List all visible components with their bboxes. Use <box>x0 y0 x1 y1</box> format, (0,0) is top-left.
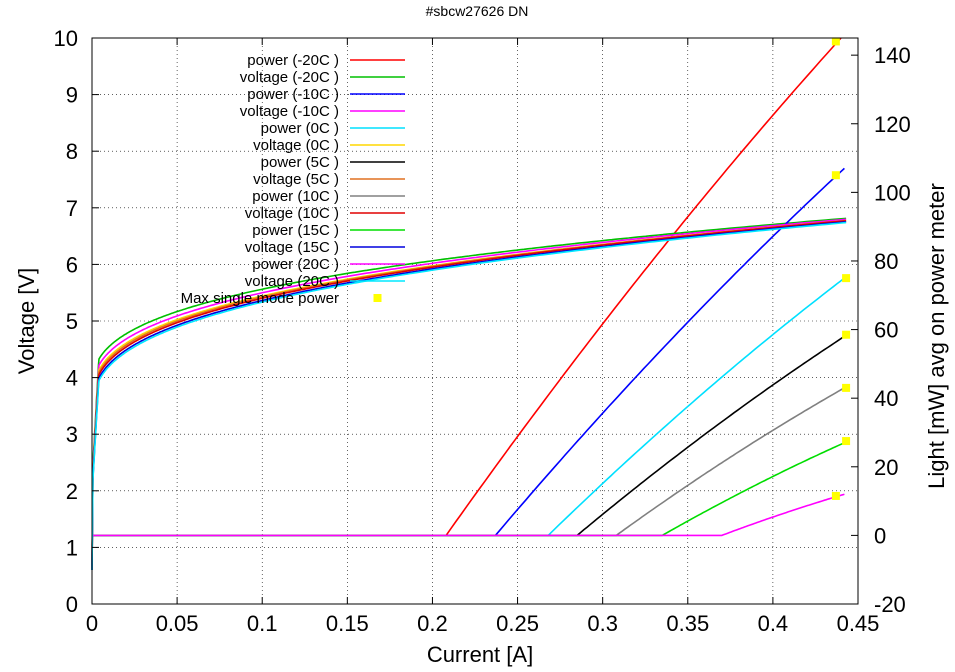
series-line-6 <box>92 335 845 537</box>
series-line-3 <box>91 218 847 571</box>
series-line-10 <box>92 442 845 537</box>
y-tick-label: 3 <box>66 422 78 447</box>
y2-tick-label: 0 <box>874 523 886 548</box>
y2-tick-label: 120 <box>874 112 911 137</box>
y2-tick-label: 80 <box>874 249 898 274</box>
y2-tick-label: -20 <box>874 592 906 617</box>
y2-tick-label: 60 <box>874 318 898 343</box>
max-power-marker <box>831 171 840 180</box>
legend-label: voltage (10C ) <box>245 205 339 222</box>
x-tick-label: 0.25 <box>496 611 539 636</box>
y-axis-label: Voltage [V] <box>14 268 39 374</box>
max-power-markers <box>831 37 851 500</box>
legend-label: voltage (-10C ) <box>240 103 339 120</box>
y-tick-label: 0 <box>66 592 78 617</box>
x-tick-label: 0.35 <box>666 611 709 636</box>
series-line-5 <box>91 219 847 571</box>
legend-label: power (-10C ) <box>247 86 339 103</box>
y2-tick-label: 140 <box>874 43 911 68</box>
legend-label: voltage (5C ) <box>253 171 339 188</box>
legend-label: power (-20C ) <box>247 52 339 69</box>
legend-label: voltage (20C ) <box>245 273 339 290</box>
series-line-12 <box>92 493 845 537</box>
x-tick-labels: 0 0.05 0.1 0.15 0.2 0.25 0.3 0.35 0.4 0.45 <box>86 611 880 636</box>
max-power-marker <box>842 330 851 339</box>
max-power-marker <box>831 37 840 46</box>
y2-tick-labels: -20 0 20 40 60 80 100 120 140 <box>874 43 911 617</box>
x-axis-label: Current [A] <box>427 642 533 667</box>
legend-label: power (20C ) <box>252 256 339 273</box>
series-line-0 <box>92 37 842 537</box>
plot-frame <box>91 37 859 605</box>
legend: power (-20C )voltage (-20C )power (-10C … <box>181 52 405 307</box>
y2-tick-label: 100 <box>874 180 911 205</box>
x-tick-label: 0 <box>86 611 98 636</box>
x-tick-label: 0.15 <box>326 611 369 636</box>
max-power-marker <box>842 274 851 283</box>
x-tick-label: 0.3 <box>587 611 618 636</box>
series-line-13 <box>91 221 847 571</box>
legend-label: voltage (-20C ) <box>240 69 339 86</box>
y-tick-label: 6 <box>66 252 78 277</box>
series-line-11 <box>91 221 847 571</box>
series-line-1 <box>91 217 847 571</box>
tick-marks <box>91 37 859 605</box>
legend-label: Max single mode power <box>181 290 339 307</box>
x-tick-label: 0.05 <box>156 611 199 636</box>
y-tick-label: 1 <box>66 535 78 560</box>
x-tick-label: 0.4 <box>758 611 789 636</box>
y-tick-label: 10 <box>54 26 78 51</box>
y-tick-label: 7 <box>66 196 78 221</box>
y-tick-labels: 0 1 2 3 4 5 6 7 8 9 10 <box>54 26 78 617</box>
y2-tick-label: 40 <box>874 386 898 411</box>
legend-label: power (0C ) <box>261 120 339 137</box>
y-tick-label: 2 <box>66 479 78 504</box>
grid-lines <box>92 38 858 604</box>
legend-label: power (5C ) <box>261 154 339 171</box>
series-layer <box>91 37 847 571</box>
legend-label: power (10C ) <box>252 188 339 205</box>
series-line-7 <box>91 219 847 571</box>
series-line-9 <box>91 220 847 571</box>
legend-swatch <box>373 294 382 302</box>
y-tick-label: 8 <box>66 139 78 164</box>
y2-tick-label: 20 <box>874 455 898 480</box>
series-line-4 <box>92 277 845 537</box>
x-tick-label: 0.45 <box>837 611 880 636</box>
x-tick-label: 0.1 <box>247 611 278 636</box>
legend-label: voltage (15C ) <box>245 239 339 256</box>
series-line-2 <box>92 167 845 537</box>
chart-title: #sbcw27626 DN <box>426 3 529 19</box>
y2-axis-label: Light [mW] avg on power meter <box>924 183 949 489</box>
legend-label: voltage (0C ) <box>253 137 339 154</box>
legend-label: power (15C ) <box>252 222 339 239</box>
y-tick-label: 4 <box>66 366 78 391</box>
max-power-marker <box>842 383 851 392</box>
max-power-marker <box>831 491 840 500</box>
max-power-marker <box>842 437 851 446</box>
y-tick-label: 5 <box>66 309 78 334</box>
x-tick-label: 0.2 <box>417 611 448 636</box>
series-line-8 <box>92 387 845 537</box>
y-tick-label: 9 <box>66 83 78 108</box>
